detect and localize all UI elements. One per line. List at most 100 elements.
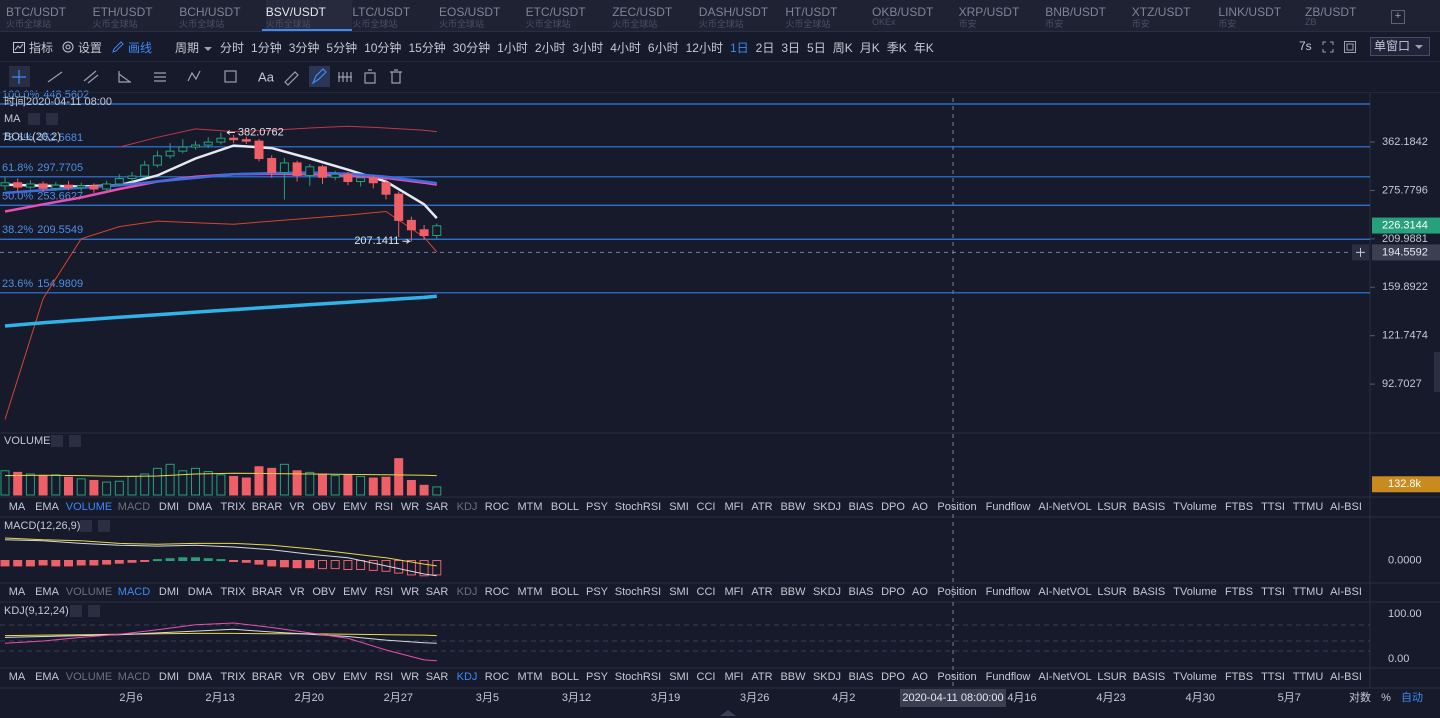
- interval[interactable]: 2小时: [534, 41, 566, 55]
- interval[interactable]: 12小时: [685, 41, 723, 55]
- indicator-tab[interactable]: OBV: [312, 501, 336, 513]
- settings-icon[interactable]: [80, 520, 92, 532]
- settings-icon[interactable]: [28, 113, 40, 125]
- tab[interactable]: BNB/USDT 币安: [1045, 0, 1131, 31]
- close-icon[interactable]: [69, 435, 81, 447]
- indicator-tab[interactable]: ATR: [751, 501, 772, 513]
- indicator-tab[interactable]: WR: [401, 501, 419, 513]
- indicator-tab[interactable]: FTBS: [1225, 671, 1253, 683]
- close-icon[interactable]: [46, 113, 58, 125]
- indicator-tab[interactable]: BOLL: [551, 501, 579, 513]
- indicator-button[interactable]: 指标: [13, 39, 53, 56]
- indicator-tab[interactable]: SMI: [669, 586, 689, 598]
- interval[interactable]: 4小时: [610, 41, 641, 55]
- tab[interactable]: XTZ/USDT 币安: [1132, 0, 1218, 31]
- indicator-tab[interactable]: BBW: [780, 586, 806, 598]
- collapse-handle[interactable]: [720, 710, 736, 716]
- indicator-tab[interactable]: SKDJ: [813, 671, 841, 683]
- interval[interactable]: 季K: [886, 41, 907, 55]
- indicator-tab[interactable]: WR: [401, 671, 419, 683]
- indicator-tab[interactable]: StochRSI: [615, 671, 661, 683]
- draw-button[interactable]: 画线: [112, 39, 152, 56]
- interval[interactable]: 15分钟: [408, 41, 446, 55]
- indicator-tab[interactable]: WR: [401, 586, 419, 598]
- indicator-tab[interactable]: DMI: [159, 671, 179, 683]
- indicator-tab[interactable]: TVolume: [1173, 501, 1216, 513]
- indicator-tab[interactable]: DPO: [881, 671, 905, 683]
- indicator-tab[interactable]: EMA: [35, 501, 60, 513]
- indicator-tab[interactable]: EMV: [343, 501, 368, 513]
- indicator-tab[interactable]: MFI: [725, 671, 744, 683]
- indicator-tab[interactable]: MFI: [725, 501, 744, 513]
- indicator-tab[interactable]: DMI: [159, 586, 179, 598]
- indicator-tab[interactable]: TTSI: [1261, 671, 1285, 683]
- indicator-tab[interactable]: BASIS: [1133, 501, 1165, 513]
- tab[interactable]: ETH/USDT 火币全球站: [93, 0, 179, 31]
- text-tool[interactable]: Aa: [258, 69, 275, 84]
- indicator-tab[interactable]: TVolume: [1173, 671, 1216, 683]
- close-icon[interactable]: [88, 605, 100, 617]
- indicator-tab[interactable]: BRAR: [252, 586, 283, 598]
- crosshair-tool[interactable]: [12, 70, 26, 84]
- interval[interactable]: 周K: [832, 41, 853, 55]
- indicator-tab[interactable]: AI-BSI: [1330, 501, 1362, 513]
- indicator-tab[interactable]: SAR: [426, 501, 449, 513]
- fullscreen-icon[interactable]: [1322, 41, 1334, 53]
- line-tool[interactable]: [47, 71, 63, 83]
- indicator-tab[interactable]: MA: [9, 501, 26, 513]
- indicator-tab[interactable]: LSUR: [1097, 501, 1126, 513]
- interval[interactable]: 年K: [913, 41, 934, 55]
- settings-button[interactable]: 设置: [62, 39, 102, 56]
- indicator-tab[interactable]: PSY: [586, 501, 609, 513]
- indicator-tab[interactable]: CCI: [697, 501, 716, 513]
- indicator-tab[interactable]: BIAS: [848, 501, 873, 513]
- tab[interactable]: DASH/USDT 火币全球站: [699, 0, 785, 31]
- tab[interactable]: EOS/USDT 火币全球站: [439, 0, 525, 31]
- indicator-tab[interactable]: BBW: [780, 501, 806, 513]
- interval[interactable]: 3日: [781, 41, 801, 55]
- indicator-tab[interactable]: DPO: [881, 501, 905, 513]
- indicator-tab[interactable]: StochRSI: [615, 501, 661, 513]
- indicator-tab[interactable]: BIAS: [848, 671, 873, 683]
- indicator-tab[interactable]: Fundflow: [986, 586, 1031, 598]
- indicator-tab[interactable]: TTSI: [1261, 586, 1285, 598]
- auto-toggle[interactable]: 自动: [1401, 691, 1423, 704]
- indicator-tab[interactable]: SMI: [669, 501, 689, 513]
- tab[interactable]: ZEC/USDT 火币全球站: [612, 0, 698, 31]
- indicator-tab[interactable]: MA: [9, 671, 26, 683]
- percent-toggle[interactable]: %: [1381, 692, 1391, 704]
- indicator-tab[interactable]: AI-NetVOL: [1038, 501, 1091, 513]
- indicator-tab[interactable]: MACD: [118, 671, 150, 683]
- tab[interactable]: LINK/USDT 币安: [1218, 0, 1304, 31]
- indicator-tab[interactable]: BRAR: [252, 671, 283, 683]
- indicator-tab[interactable]: KDJ: [457, 586, 478, 598]
- indicator-tab[interactable]: ATR: [751, 671, 772, 683]
- indicator-tab[interactable]: MTM: [517, 671, 542, 683]
- indicator-tab[interactable]: SKDJ: [813, 586, 841, 598]
- indicator-tab[interactable]: KDJ: [457, 501, 478, 513]
- indicator-tab[interactable]: StochRSI: [615, 586, 661, 598]
- settings-icon[interactable]: [70, 605, 82, 617]
- indicator-tab[interactable]: Fundflow: [986, 671, 1031, 683]
- indicator-tab[interactable]: MACD: [118, 501, 150, 513]
- indicator-tab[interactable]: VOLUME: [66, 501, 112, 513]
- wave-tool[interactable]: [187, 70, 201, 82]
- angle-tool[interactable]: [118, 71, 131, 83]
- indicator-tab[interactable]: SMI: [669, 671, 689, 683]
- interval[interactable]: 5分钟: [326, 41, 358, 55]
- indicator-tab[interactable]: OBV: [312, 671, 336, 683]
- settings-icon[interactable]: [51, 435, 63, 447]
- interval[interactable]: 1日: [729, 41, 749, 55]
- indicator-tab[interactable]: TRIX: [220, 671, 246, 683]
- tab[interactable]: ETC/USDT 火币全球站: [526, 0, 612, 31]
- tab[interactable]: LTC/USDT 火币全球站: [352, 0, 438, 31]
- interval[interactable]: 1小时: [497, 41, 528, 55]
- indicator-tab[interactable]: Position: [937, 586, 976, 598]
- indicator-tab[interactable]: SAR: [426, 586, 449, 598]
- channel-tool[interactable]: [83, 70, 99, 84]
- indicator-tab[interactable]: VR: [289, 586, 304, 598]
- indicator-tab[interactable]: EMV: [343, 671, 368, 683]
- indicator-tab[interactable]: DMA: [188, 501, 213, 513]
- indicator-tab[interactable]: DMA: [188, 586, 213, 598]
- indicator-tab[interactable]: BBW: [780, 671, 806, 683]
